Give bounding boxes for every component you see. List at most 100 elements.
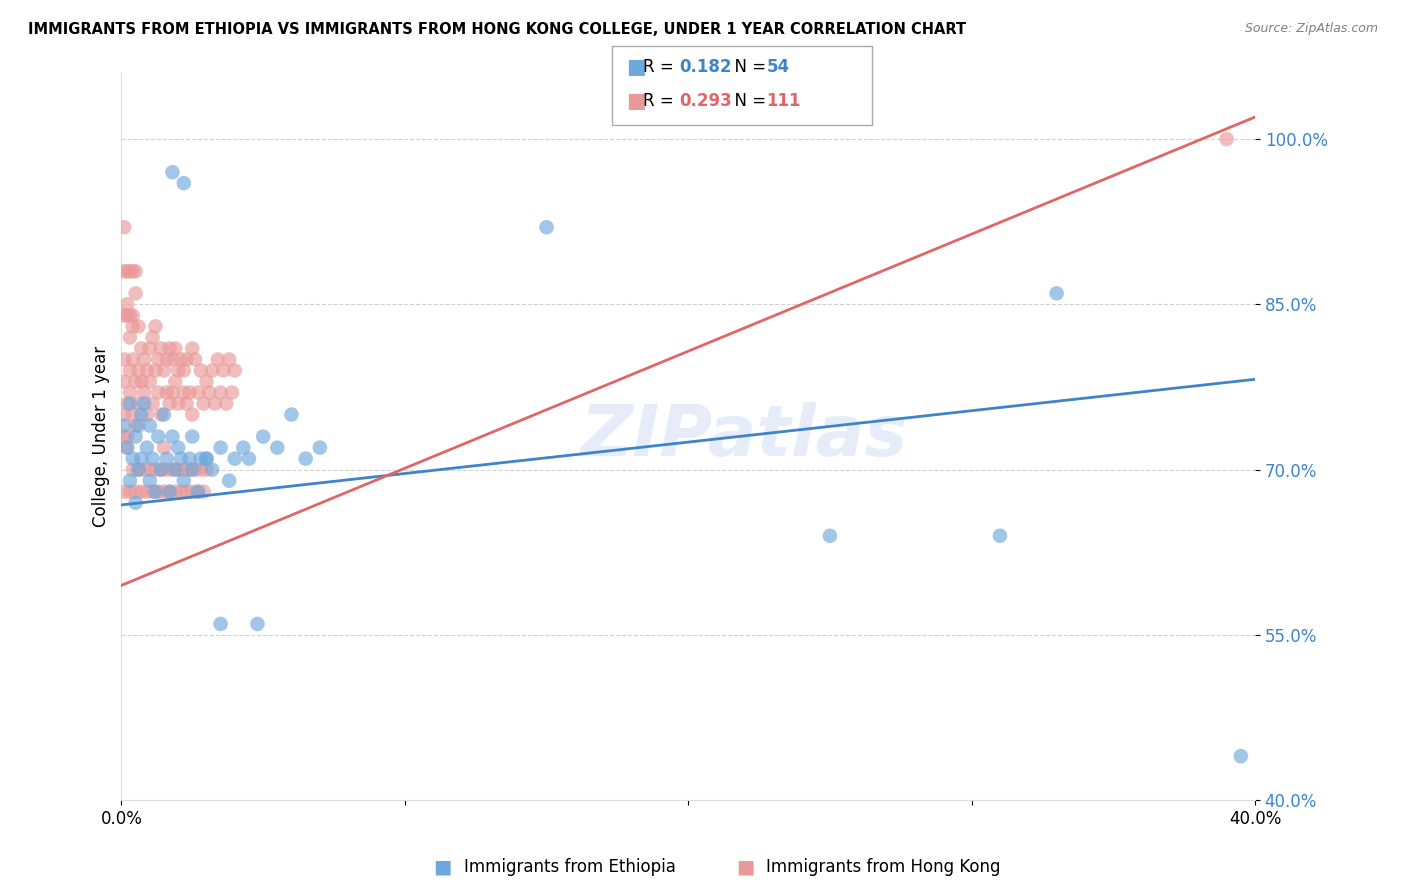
Point — [145, 463, 167, 477]
Point — [136, 408, 159, 422]
Point — [112, 418, 135, 433]
Point — [201, 363, 224, 377]
Point — [167, 363, 190, 377]
Point — [156, 385, 179, 400]
Point — [124, 484, 146, 499]
Point — [165, 463, 187, 477]
Point — [212, 363, 235, 377]
Point — [170, 451, 193, 466]
Point — [179, 463, 201, 477]
Point — [118, 309, 141, 323]
Point — [129, 408, 152, 422]
Point — [136, 484, 159, 499]
Point — [142, 484, 165, 499]
Point — [121, 352, 143, 367]
Point — [167, 396, 190, 410]
Point — [246, 616, 269, 631]
Point — [215, 396, 238, 410]
Point — [162, 165, 184, 179]
Point — [165, 375, 187, 389]
Point — [121, 309, 143, 323]
Point — [190, 363, 212, 377]
Point — [132, 463, 155, 477]
Point — [127, 463, 149, 477]
Point — [132, 396, 155, 410]
Point — [536, 220, 558, 235]
Point — [139, 474, 162, 488]
Point — [150, 342, 173, 356]
Text: R =: R = — [643, 92, 679, 110]
Point — [129, 342, 152, 356]
Point — [221, 385, 243, 400]
Point — [159, 484, 181, 499]
Point — [118, 484, 141, 499]
Point — [124, 429, 146, 443]
Point — [181, 463, 204, 477]
Point — [118, 330, 141, 344]
Point — [218, 352, 240, 367]
Point — [181, 408, 204, 422]
Point — [207, 352, 229, 367]
Point — [294, 451, 316, 466]
Point — [195, 451, 218, 466]
Point — [165, 484, 187, 499]
Point — [187, 484, 209, 499]
Point — [129, 451, 152, 466]
Point — [159, 342, 181, 356]
Point — [153, 363, 176, 377]
Point — [308, 441, 330, 455]
Point — [112, 484, 135, 499]
Point — [173, 363, 195, 377]
Point — [142, 330, 165, 344]
Point — [118, 474, 141, 488]
Point — [187, 385, 209, 400]
Point — [121, 463, 143, 477]
Point — [145, 319, 167, 334]
Point — [112, 220, 135, 235]
Point — [142, 396, 165, 410]
Point — [115, 441, 138, 455]
Point — [121, 264, 143, 278]
Point — [112, 375, 135, 389]
Point — [173, 463, 195, 477]
Point — [124, 375, 146, 389]
Point — [209, 441, 232, 455]
Point — [132, 385, 155, 400]
Point — [148, 429, 170, 443]
Point — [232, 441, 254, 455]
Point — [165, 342, 187, 356]
Point — [121, 451, 143, 466]
Point — [145, 484, 167, 499]
Point — [139, 463, 162, 477]
Point — [195, 463, 218, 477]
Point — [124, 496, 146, 510]
Point — [167, 441, 190, 455]
Text: N =: N = — [724, 58, 772, 76]
Point — [162, 385, 184, 400]
Text: 0.293: 0.293 — [679, 92, 733, 110]
Text: IMMIGRANTS FROM ETHIOPIA VS IMMIGRANTS FROM HONG KONG COLLEGE, UNDER 1 YEAR CORR: IMMIGRANTS FROM ETHIOPIA VS IMMIGRANTS F… — [28, 22, 966, 37]
Point — [118, 396, 141, 410]
Y-axis label: College, Under 1 year: College, Under 1 year — [93, 346, 110, 527]
Text: Source: ZipAtlas.com: Source: ZipAtlas.com — [1244, 22, 1378, 36]
Point — [190, 451, 212, 466]
Point — [118, 385, 141, 400]
Point — [127, 396, 149, 410]
Point — [201, 463, 224, 477]
Point — [139, 375, 162, 389]
Point — [115, 441, 138, 455]
Point — [112, 352, 135, 367]
Point — [145, 363, 167, 377]
Point — [176, 352, 198, 367]
Point — [173, 176, 195, 190]
Point — [112, 264, 135, 278]
Point — [204, 396, 226, 410]
Point — [115, 264, 138, 278]
Point — [181, 429, 204, 443]
Point — [115, 396, 138, 410]
Point — [184, 463, 207, 477]
Point — [115, 309, 138, 323]
Text: 111: 111 — [766, 92, 801, 110]
Point — [181, 484, 204, 499]
Point — [115, 297, 138, 311]
